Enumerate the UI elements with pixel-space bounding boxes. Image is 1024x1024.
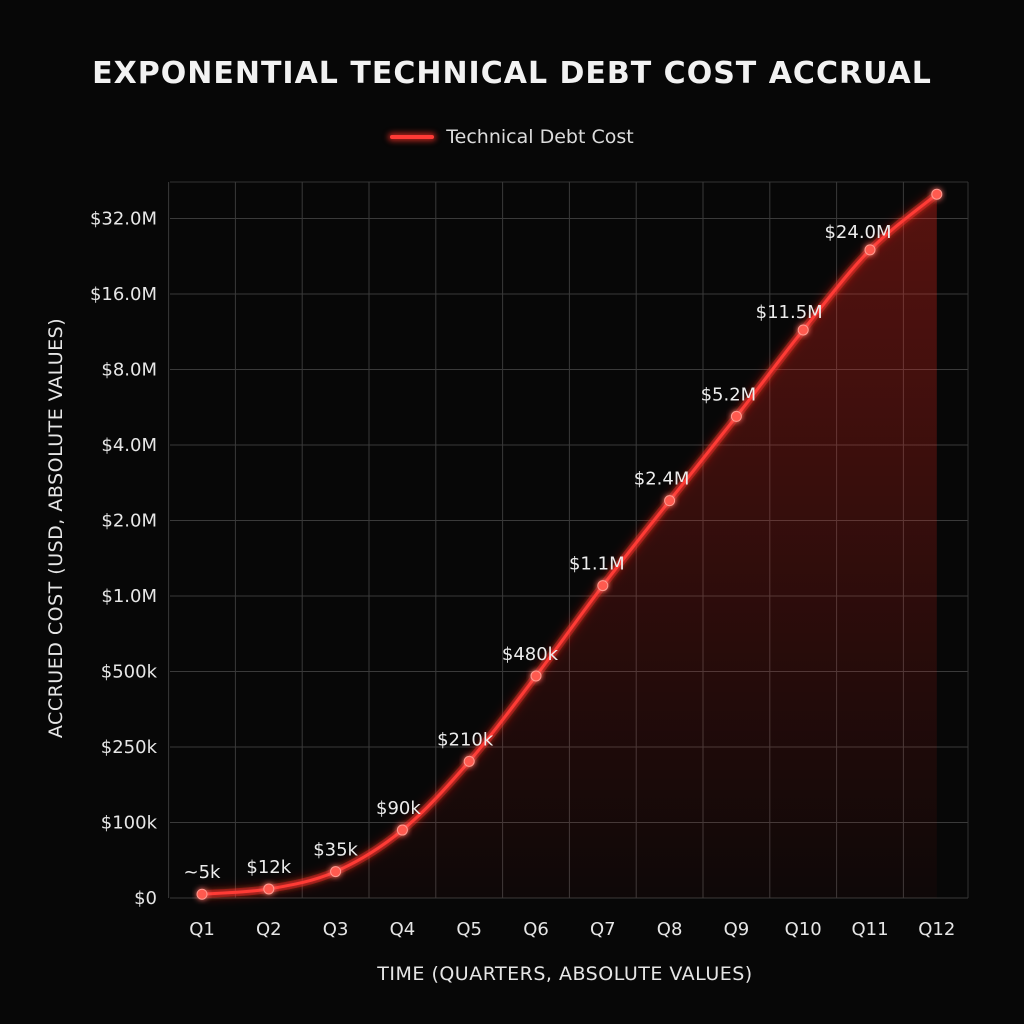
x-tick-label: Q10	[785, 919, 822, 940]
data-point	[196, 888, 208, 900]
x-tick-label: Q3	[323, 919, 349, 940]
y-axis-ticks: $0 $100k $250k $500k $1.0M $2.0M $4.0M $8.0M $16…	[90, 209, 158, 910]
data-point	[330, 866, 342, 878]
x-axis-ticks: Q1 Q2 Q3 Q4 Q5 Q6 Q7 Q8 Q9 Q10 Q11 Q12	[189, 919, 955, 940]
y-tick-label: $2.0M	[101, 511, 157, 532]
data-point	[730, 410, 742, 422]
data-label: ~5k	[184, 862, 222, 883]
data-label: $24.0M	[824, 222, 891, 243]
legend-label: Technical Debt Cost	[446, 126, 634, 148]
data-labels: ~5k $12k $35k $90k $210k $480k $1.1M $2.4M $5.2M…	[184, 222, 892, 883]
y-tick-label: $16.0M	[90, 284, 157, 305]
data-point	[463, 755, 475, 767]
data-point	[530, 670, 542, 682]
y-tick-label: $500k	[101, 662, 158, 683]
data-point	[931, 188, 943, 200]
area-fill-shape	[202, 194, 937, 898]
x-axis-label: TIME (QUARTERS, ABSOLUTE VALUES)	[376, 963, 752, 985]
x-tick-label: Q11	[851, 919, 888, 940]
data-point	[597, 580, 609, 592]
data-label: $2.4M	[634, 469, 690, 490]
x-tick-label: Q1	[189, 919, 215, 940]
x-tick-label: Q9	[724, 919, 750, 940]
data-label: $1.1M	[569, 554, 625, 575]
data-label: $480k	[502, 644, 559, 665]
x-tick-label: Q12	[918, 919, 955, 940]
y-tick-label: $1.0M	[101, 586, 157, 607]
data-label: $11.5M	[756, 302, 823, 323]
legend-swatch	[390, 135, 435, 139]
legend: Technical Debt Cost	[0, 126, 1024, 148]
y-tick-label: $0	[134, 888, 157, 909]
y-axis-label: ACCRUED COST (USD, ABSOLUTE VALUES)	[45, 318, 67, 738]
data-label: $12k	[246, 857, 291, 878]
x-tick-label: Q4	[390, 919, 416, 940]
x-tick-label: Q7	[590, 919, 616, 940]
data-points	[196, 188, 943, 900]
x-tick-label: Q5	[456, 919, 482, 940]
chart-title: EXPONENTIAL TECHNICAL DEBT COST ACCRUAL	[92, 56, 932, 91]
y-tick-label: $8.0M	[101, 360, 157, 381]
data-label: $210k	[437, 729, 494, 750]
data-point	[797, 324, 809, 336]
x-tick-label: Q8	[657, 919, 683, 940]
x-tick-label: Q2	[256, 919, 282, 940]
y-tick-label: $250k	[101, 737, 158, 758]
data-point	[396, 824, 408, 836]
y-tick-label: $4.0M	[101, 435, 157, 456]
data-point	[664, 495, 676, 507]
data-label: $35k	[313, 840, 358, 861]
data-label: $90k	[376, 798, 421, 819]
y-tick-label: $32.0M	[90, 209, 157, 230]
x-tick-label: Q6	[523, 919, 549, 940]
data-point	[263, 883, 275, 895]
y-tick-label: $100k	[101, 813, 158, 834]
data-point	[864, 244, 876, 256]
data-label: $5.2M	[701, 384, 757, 405]
area-fill	[202, 194, 937, 898]
